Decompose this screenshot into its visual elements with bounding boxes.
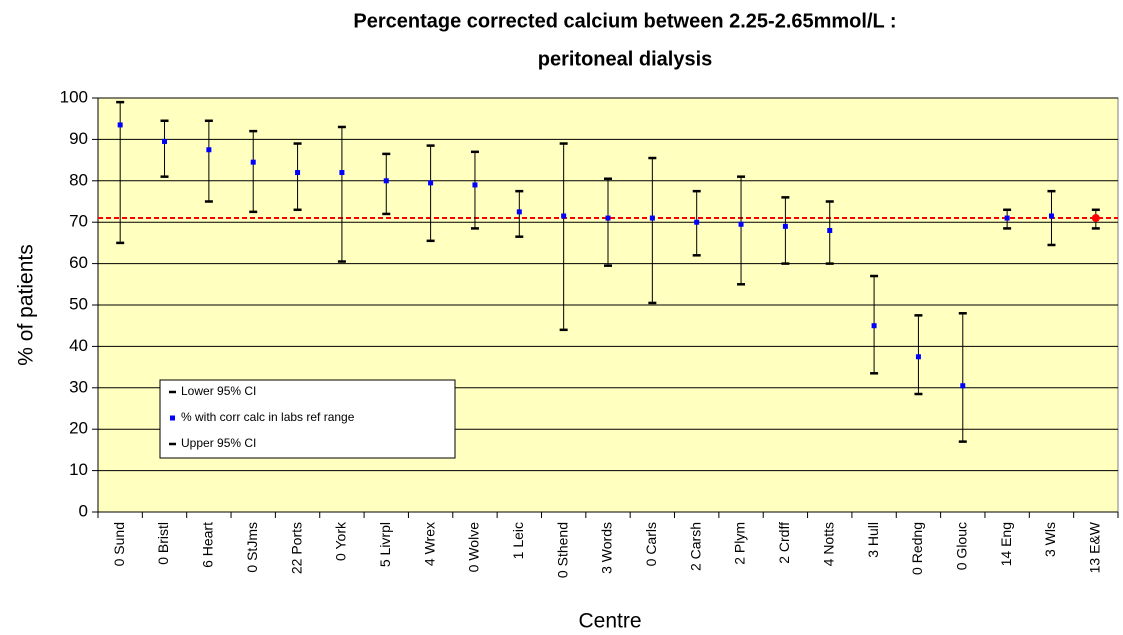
x-tick-label: 2 Plym: [732, 522, 748, 565]
x-tick-label: 3 Words: [599, 522, 615, 574]
x-tick-label: 0 StJms: [244, 522, 260, 573]
x-tick-label: 0 York: [333, 521, 349, 561]
x-tick-label: 4 Notts: [820, 522, 836, 566]
point: [516, 209, 522, 215]
y-tick-label: 60: [69, 253, 88, 272]
x-tick-label: 3 Hull: [865, 522, 881, 558]
point: [561, 213, 567, 219]
x-tick-label: 0 Glouc: [953, 522, 969, 570]
legend-label: % with corr calc in labs ref range: [181, 410, 355, 424]
y-tick-label: 40: [69, 336, 88, 355]
point: [605, 215, 611, 221]
x-tick-label: 5 Livrpl: [377, 522, 393, 567]
x-tick-label: 4 Wrex: [421, 522, 437, 566]
y-tick-label: 80: [69, 170, 88, 189]
point: [1091, 214, 1100, 223]
y-tick-label: 50: [69, 294, 88, 313]
point: [206, 147, 212, 153]
x-tick-label: 0 Redng: [909, 522, 925, 575]
x-tick-label: 0 Sund: [111, 522, 127, 566]
legend-marker: [170, 415, 175, 421]
x-tick-label: 0 Wolve: [466, 522, 482, 573]
chart-title: peritoneal dialysis: [538, 48, 713, 70]
y-tick-label: 70: [69, 212, 88, 231]
x-tick-label: 22 Ports: [288, 522, 304, 574]
x-tick-label: 14 Eng: [998, 522, 1014, 566]
point: [738, 221, 744, 227]
point: [250, 159, 256, 165]
x-tick-label: 0 Sthend: [554, 522, 570, 578]
point: [1048, 213, 1054, 219]
point: [428, 180, 434, 186]
y-tick-label: 30: [69, 377, 88, 396]
point: [383, 178, 389, 184]
x-tick-label: 3 Wls: [1042, 522, 1058, 557]
x-axis-label: Centre: [578, 610, 641, 633]
y-axis-label: % of patients: [15, 244, 38, 365]
x-tick-label: 1 Leic: [510, 522, 526, 559]
x-tick-label: 2 Crdff: [776, 522, 792, 564]
x-tick-label: 6 Heart: [200, 522, 216, 568]
y-tick-label: 20: [69, 419, 88, 438]
chart-title: Percentage corrected calcium between 2.2…: [353, 10, 896, 32]
point: [694, 219, 700, 225]
point: [871, 323, 877, 329]
legend-label: Upper 95% CI: [181, 436, 256, 450]
y-tick-label: 0: [79, 501, 88, 520]
point: [915, 354, 921, 360]
y-tick-label: 90: [69, 129, 88, 148]
point: [1004, 215, 1010, 221]
x-tick-label: 0 Bristl: [155, 522, 171, 565]
x-tick-label: 13 E&W: [1087, 521, 1103, 573]
x-tick-label: 0 Carls: [643, 522, 659, 566]
point: [827, 227, 833, 233]
y-tick-label: 10: [69, 460, 88, 479]
point: [339, 170, 345, 176]
point: [295, 170, 301, 176]
legend-label: Lower 95% CI: [181, 384, 256, 398]
x-tick-label: 2 Carsh: [687, 522, 703, 571]
point: [960, 383, 966, 389]
point: [117, 122, 123, 128]
point: [472, 182, 478, 188]
point: [162, 138, 168, 144]
point: [782, 223, 788, 229]
legend-box: [159, 379, 456, 459]
point: [649, 215, 655, 221]
y-tick-label: 100: [60, 87, 88, 106]
